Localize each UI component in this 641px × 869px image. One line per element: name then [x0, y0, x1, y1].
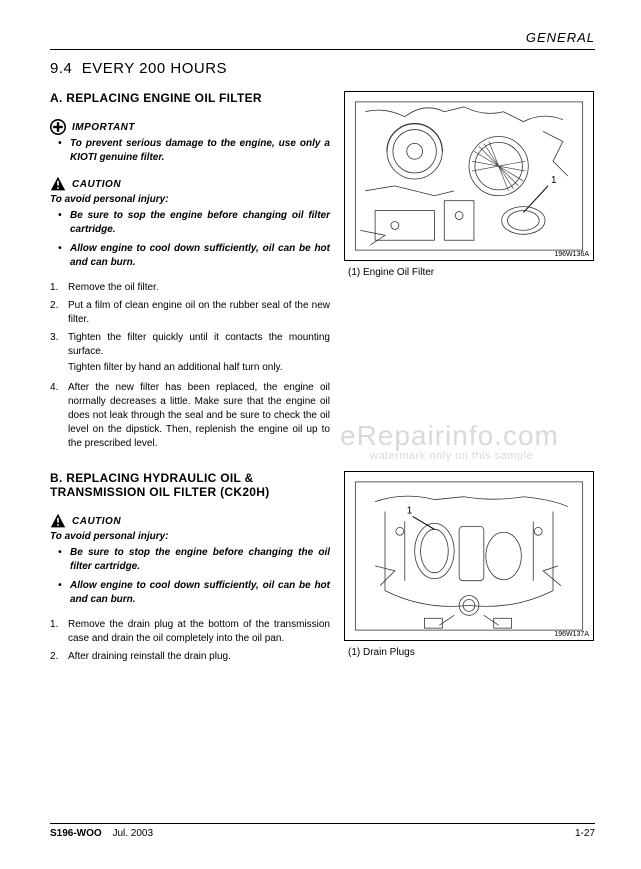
transmission-diagram-svg: 1 — [345, 472, 593, 640]
steps-a: Remove the oil filter. Put a film of cle… — [50, 281, 330, 359]
part-a-heading: A. REPLACING ENGINE OIL FILTER — [50, 91, 330, 105]
figure-tag-a: 196W136A — [554, 251, 589, 258]
caution-admonition-a: CAUTION — [50, 176, 330, 192]
steps-b: Remove the drain plug at the bottom of t… — [50, 618, 330, 664]
page-footer: S196-WOO Jul. 2003 1-27 — [50, 823, 595, 839]
list-item: Remove the oil filter. — [50, 281, 330, 295]
callout-1b: 1 — [407, 506, 413, 517]
list-item: Tighten the filter quickly until it cont… — [50, 331, 330, 359]
list-item: Remove the drain plug at the bottom of t… — [50, 618, 330, 646]
figure-caption-a: (1) Engine Oil Filter — [348, 267, 594, 278]
important-admonition: IMPORTANT — [50, 119, 330, 135]
plus-icon — [50, 119, 66, 135]
part-b-heading: B. REPLACING HYDRAULIC OIL & TRANSMISSIO… — [50, 471, 330, 499]
section-title: 9.4 EVERY 200 HOURS — [50, 60, 595, 77]
list-item: After draining reinstall the drain plug. — [50, 650, 330, 664]
section-name: EVERY 200 HOURS — [82, 60, 227, 77]
list-item: Be sure to stop the engine before changi… — [62, 546, 330, 573]
steps-a-4: After the new filter has been replaced, … — [50, 381, 330, 451]
callout-1: 1 — [551, 175, 557, 186]
list-item: Put a film of clean engine oil on the ru… — [50, 299, 330, 327]
doc-id: S196-WOO — [50, 828, 102, 839]
list-item: After the new filter has been replaced, … — [50, 381, 330, 451]
page-number: 1-27 — [575, 828, 595, 839]
list-item: To prevent serious damage to the engine,… — [62, 137, 330, 164]
list-item: Be sure to sop the engine before changin… — [62, 209, 330, 236]
caution-bullets-b: Be sure to stop the engine before changi… — [50, 546, 330, 606]
header-rule — [50, 49, 595, 50]
section-number: 9.4 — [50, 60, 72, 77]
part-b-row: B. REPLACING HYDRAULIC OIL & TRANSMISSIO… — [50, 471, 595, 678]
figure-caption-b: (1) Drain Plugs — [348, 647, 594, 658]
important-label: IMPORTANT — [72, 122, 135, 133]
caution-label-b: CAUTION — [72, 516, 121, 527]
figure-engine-oil-filter: 1 196W136A — [344, 91, 594, 261]
caution-admonition-b: CAUTION — [50, 513, 330, 529]
caution-sub-b: To avoid personal injury: — [50, 531, 330, 542]
chapter-header: GENERAL — [50, 30, 595, 45]
step3-cont: Tighten filter by hand an additional hal… — [50, 361, 330, 375]
doc-date: Jul. 2003 — [112, 828, 153, 839]
important-bullets: To prevent serious damage to the engine,… — [50, 137, 330, 164]
warning-icon — [50, 513, 66, 529]
caution-sub-a: To avoid personal injury: — [50, 194, 330, 205]
caution-bullets-a: Be sure to sop the engine before changin… — [50, 209, 330, 269]
figure-drain-plugs: 1 196W137A — [344, 471, 594, 641]
part-a-row: A. REPLACING ENGINE OIL FILTER IMPORTANT… — [50, 91, 595, 465]
footer-rule — [50, 823, 595, 824]
footer-doc: S196-WOO Jul. 2003 — [50, 828, 153, 839]
engine-diagram-svg: 1 — [345, 92, 593, 260]
list-item: Allow engine to cool down sufficiently, … — [62, 579, 330, 606]
figure-tag-b: 196W137A — [554, 631, 589, 638]
list-item: Allow engine to cool down sufficiently, … — [62, 242, 330, 269]
caution-label: CAUTION — [72, 179, 121, 190]
warning-icon — [50, 176, 66, 192]
